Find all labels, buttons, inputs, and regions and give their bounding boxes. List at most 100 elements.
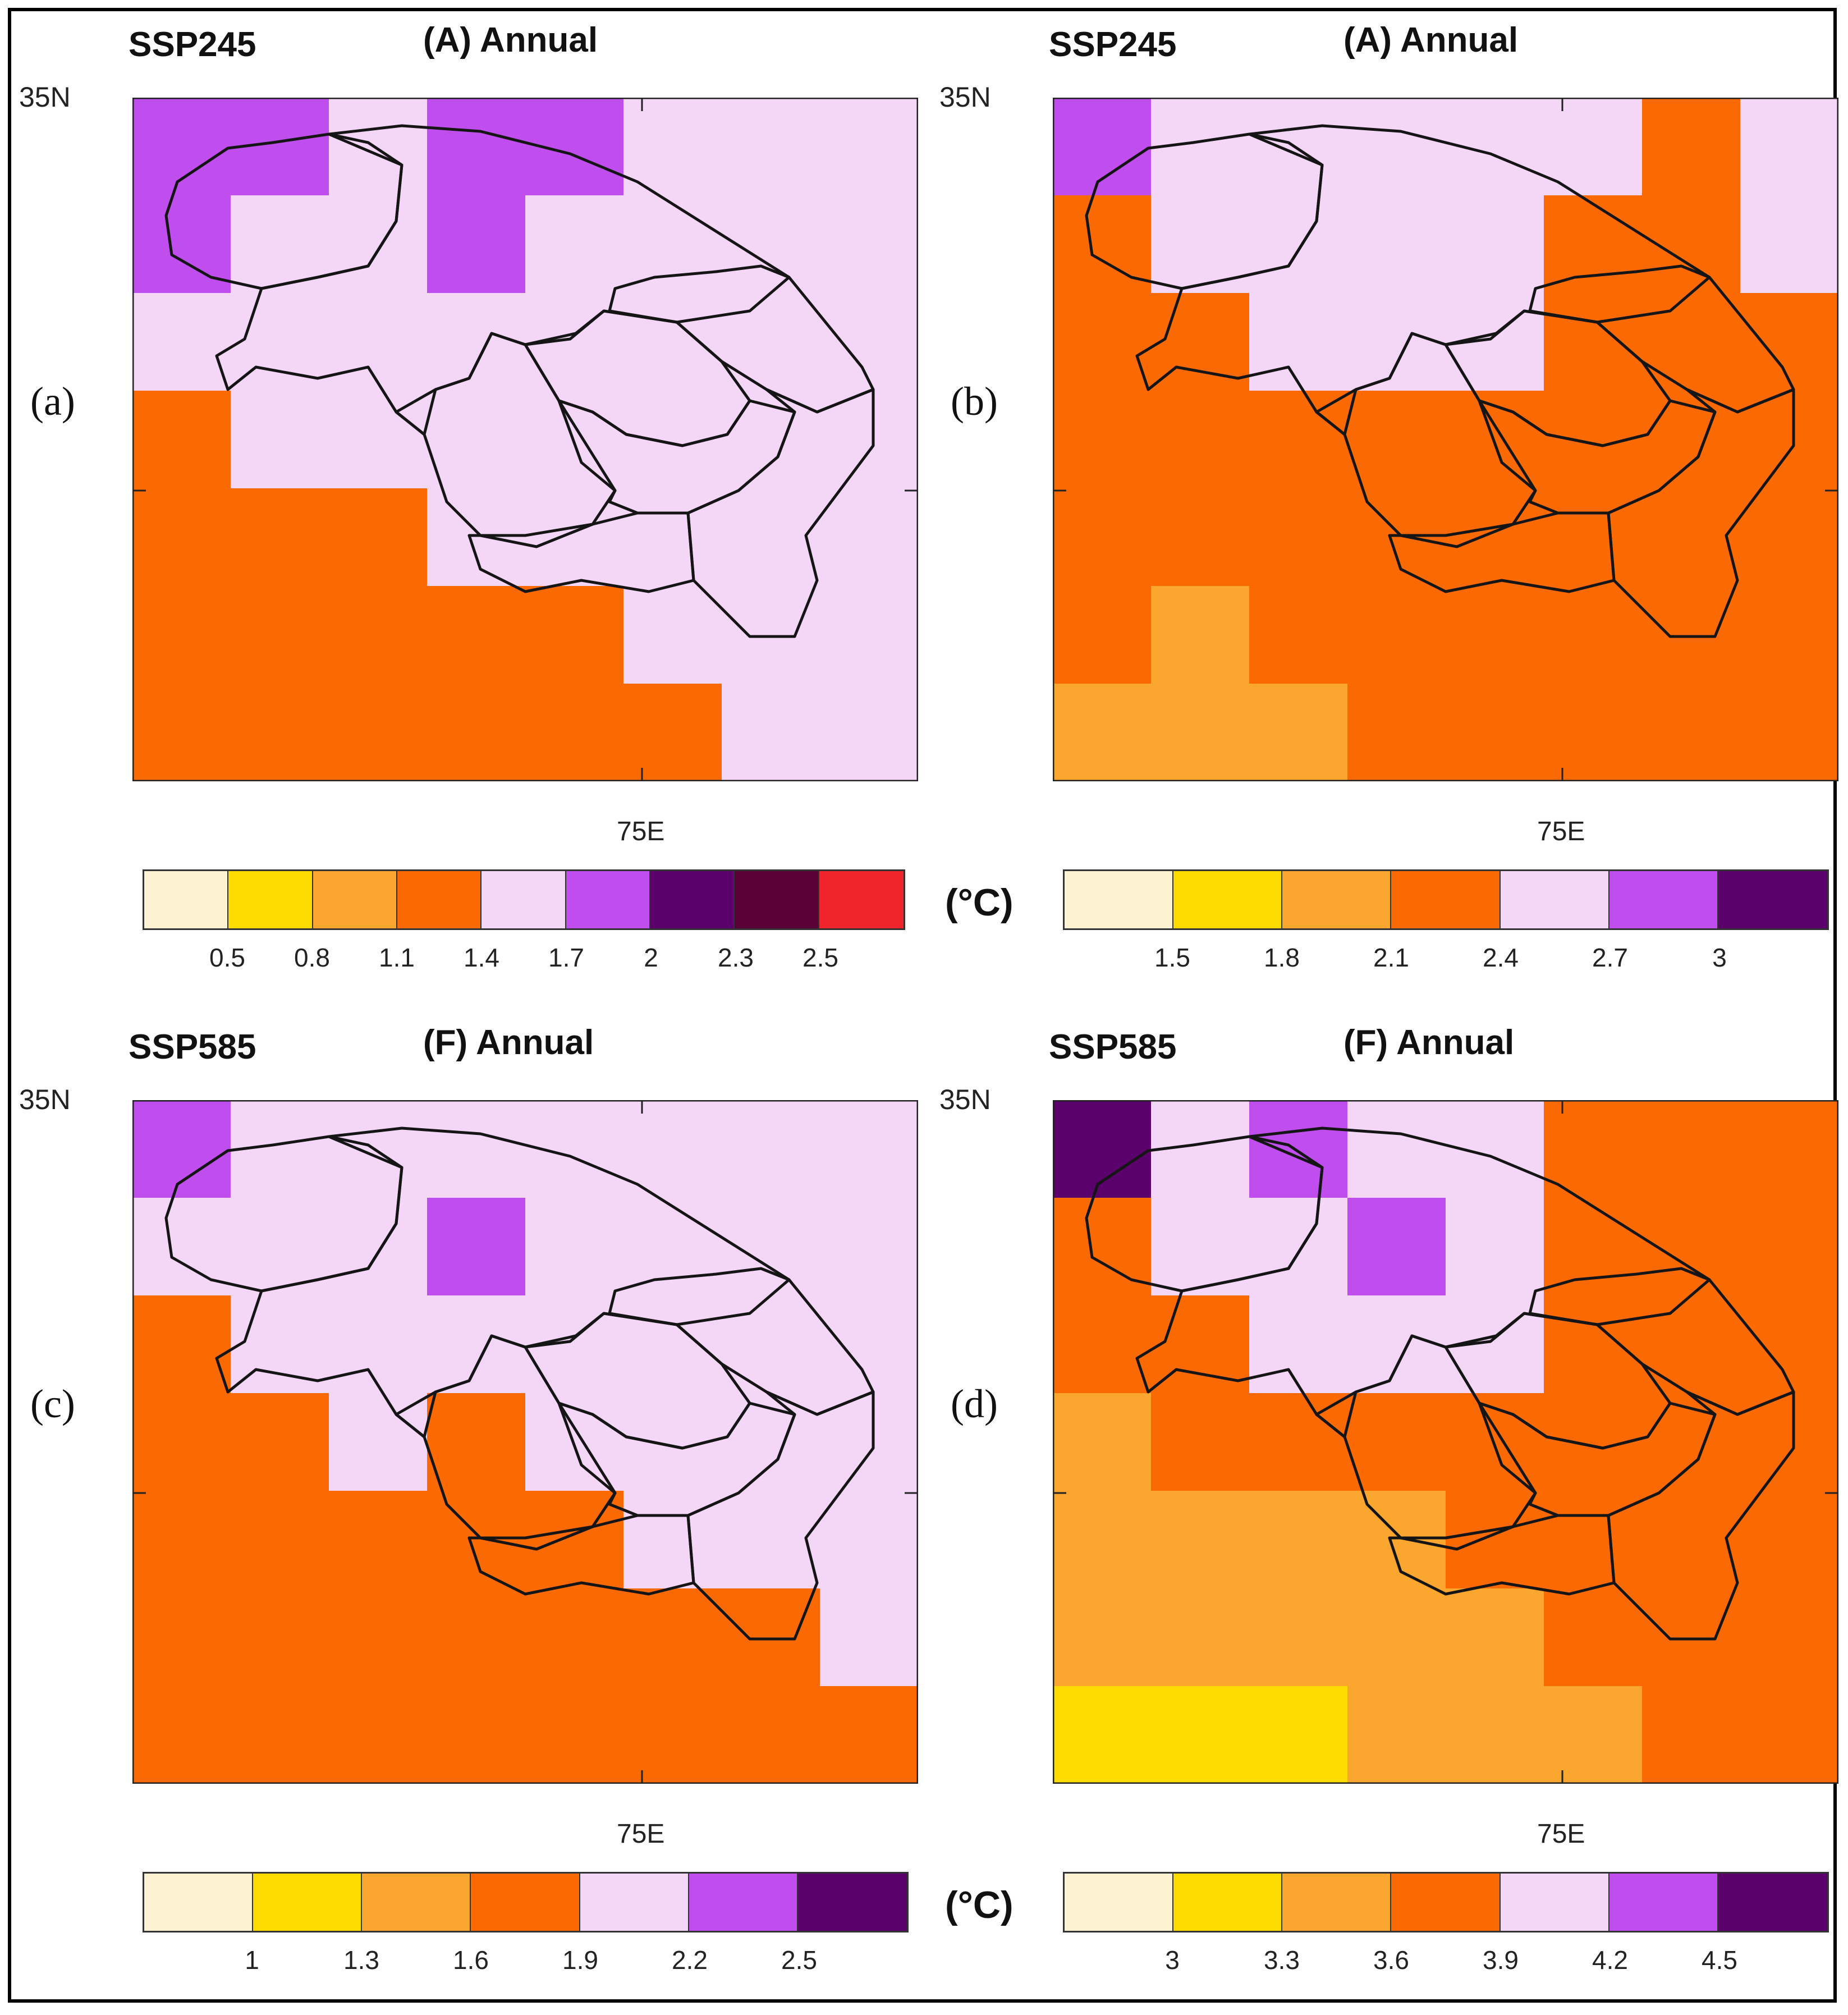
grid-cell (1544, 684, 1643, 781)
grid-cell (132, 1491, 231, 1589)
colorbar-tick-label: 4.5 (1702, 1945, 1737, 1975)
grid-cell (1642, 1295, 1741, 1394)
grid-cell (329, 195, 428, 294)
colorbar-tick-label: 2.4 (1483, 943, 1519, 972)
grid-cell (722, 1588, 820, 1687)
temperature-change-map (1053, 1100, 1838, 1784)
grid-cell (427, 1198, 526, 1296)
colorbar-swatch (689, 1874, 798, 1931)
grid-cell (623, 98, 722, 196)
grid-cell (427, 488, 526, 587)
panel-letter: (a) (30, 379, 75, 424)
grid-cell (329, 684, 428, 781)
grid-cell (1740, 1198, 1838, 1296)
grid-cell (1740, 586, 1838, 684)
grid-cell (1347, 488, 1446, 587)
colorbar-swatch (650, 871, 735, 928)
grid-cell (1249, 488, 1348, 587)
grid-cell (1740, 1491, 1838, 1589)
colorbar-tick-label: 0.8 (294, 943, 330, 972)
colorbar (1063, 1872, 1829, 1932)
panel-letter: (c) (30, 1381, 75, 1426)
colorbar (143, 869, 905, 930)
grid-cell (329, 1686, 428, 1784)
grid-cell (1053, 1491, 1152, 1589)
grid-cell (1151, 1491, 1250, 1589)
grid-cell (329, 586, 428, 684)
grid-cell (1347, 1588, 1446, 1687)
grid-cell (623, 195, 722, 294)
grid-cell (820, 586, 918, 684)
grid-cell (132, 1686, 231, 1784)
grid-cell (525, 586, 624, 684)
grid-cell (525, 1686, 624, 1784)
grid-cell (1053, 391, 1152, 489)
latitude-label: 35N (19, 1084, 71, 1115)
grid-cell (132, 1393, 231, 1491)
grid-cell (1642, 1588, 1741, 1687)
grid-cell (1151, 391, 1250, 489)
grid-cell (722, 1100, 820, 1198)
grid-cell (722, 684, 820, 781)
grid-cell (820, 1198, 918, 1296)
grid-cell (1249, 391, 1348, 489)
basin-outline (686, 1390, 875, 1641)
grid-cell (1740, 1588, 1838, 1687)
basin-outline (1315, 332, 1537, 548)
grid-cell (1347, 1393, 1446, 1491)
colorbar-tick-label: 2.5 (803, 943, 838, 972)
grid-cell (1544, 98, 1643, 196)
grid-cell (329, 488, 428, 587)
grid-cell (1249, 1588, 1348, 1687)
colorbar-tick-label: 3 (1165, 1945, 1180, 1975)
grid-cell (1347, 1295, 1446, 1394)
latitude-label: 35N (939, 1084, 991, 1115)
colorbar-swatch (1065, 871, 1174, 928)
colorbar-swatch (1718, 871, 1827, 928)
unit-label: (°C) (945, 881, 1014, 924)
colorbar-swatch (1500, 1874, 1609, 1931)
grid-cell (1249, 1491, 1348, 1589)
unit-label: (°C) (945, 1884, 1014, 1926)
grid-cell (1544, 1588, 1643, 1687)
longitude-label: 75E (1537, 817, 1585, 846)
colorbar-swatch (144, 1874, 254, 1931)
colorbar-tick-label: 1 (245, 1945, 259, 1975)
grid-cell (722, 1686, 820, 1784)
grid-cell (132, 1588, 231, 1687)
grid-cell (427, 1588, 526, 1687)
grid-cell (1740, 1100, 1838, 1198)
colorbar-tick-label: 1.9 (562, 1945, 598, 1975)
grid-cell (1249, 293, 1348, 391)
colorbar-tick-label: 3 (1712, 943, 1727, 972)
grid-cell (1249, 1100, 1348, 1198)
grid-cell (1740, 1295, 1838, 1394)
grid-cell (1151, 1588, 1250, 1687)
colorbar-tick-label: 1.8 (1264, 943, 1300, 972)
grid-cell (1544, 1198, 1643, 1296)
grid-cell (427, 1686, 526, 1784)
longitude-label: 75E (1537, 1819, 1585, 1849)
colorbar-tick-label: 2.1 (1373, 943, 1409, 972)
grid-cell (132, 98, 231, 196)
grid-cell (1642, 98, 1741, 196)
grid-cell (820, 1588, 918, 1687)
grid-cell (623, 586, 722, 684)
panel-c: SSP585 (F) Annual 35N (c) 75E (°C) 1 1.3 1… (8, 1010, 1014, 2015)
colorbar-tick-label: 4.2 (1592, 1945, 1628, 1975)
grid-cell (1544, 1100, 1643, 1198)
grid-cell (525, 195, 624, 294)
grid-cell (820, 293, 918, 391)
grid-cell (820, 195, 918, 294)
colorbar-swatch (228, 871, 313, 928)
grid-cell (427, 98, 526, 196)
grid-cell (329, 1393, 428, 1491)
colorbar-swatch (1065, 1874, 1174, 1931)
grid-cell (132, 684, 231, 781)
colorbar-tick-label: 3.9 (1483, 1945, 1519, 1975)
basin-outline (215, 124, 791, 436)
grid-cell (427, 684, 526, 781)
grid-cell (1446, 1588, 1544, 1687)
colorbar-swatch (1500, 871, 1609, 928)
basin-outline (467, 511, 695, 593)
